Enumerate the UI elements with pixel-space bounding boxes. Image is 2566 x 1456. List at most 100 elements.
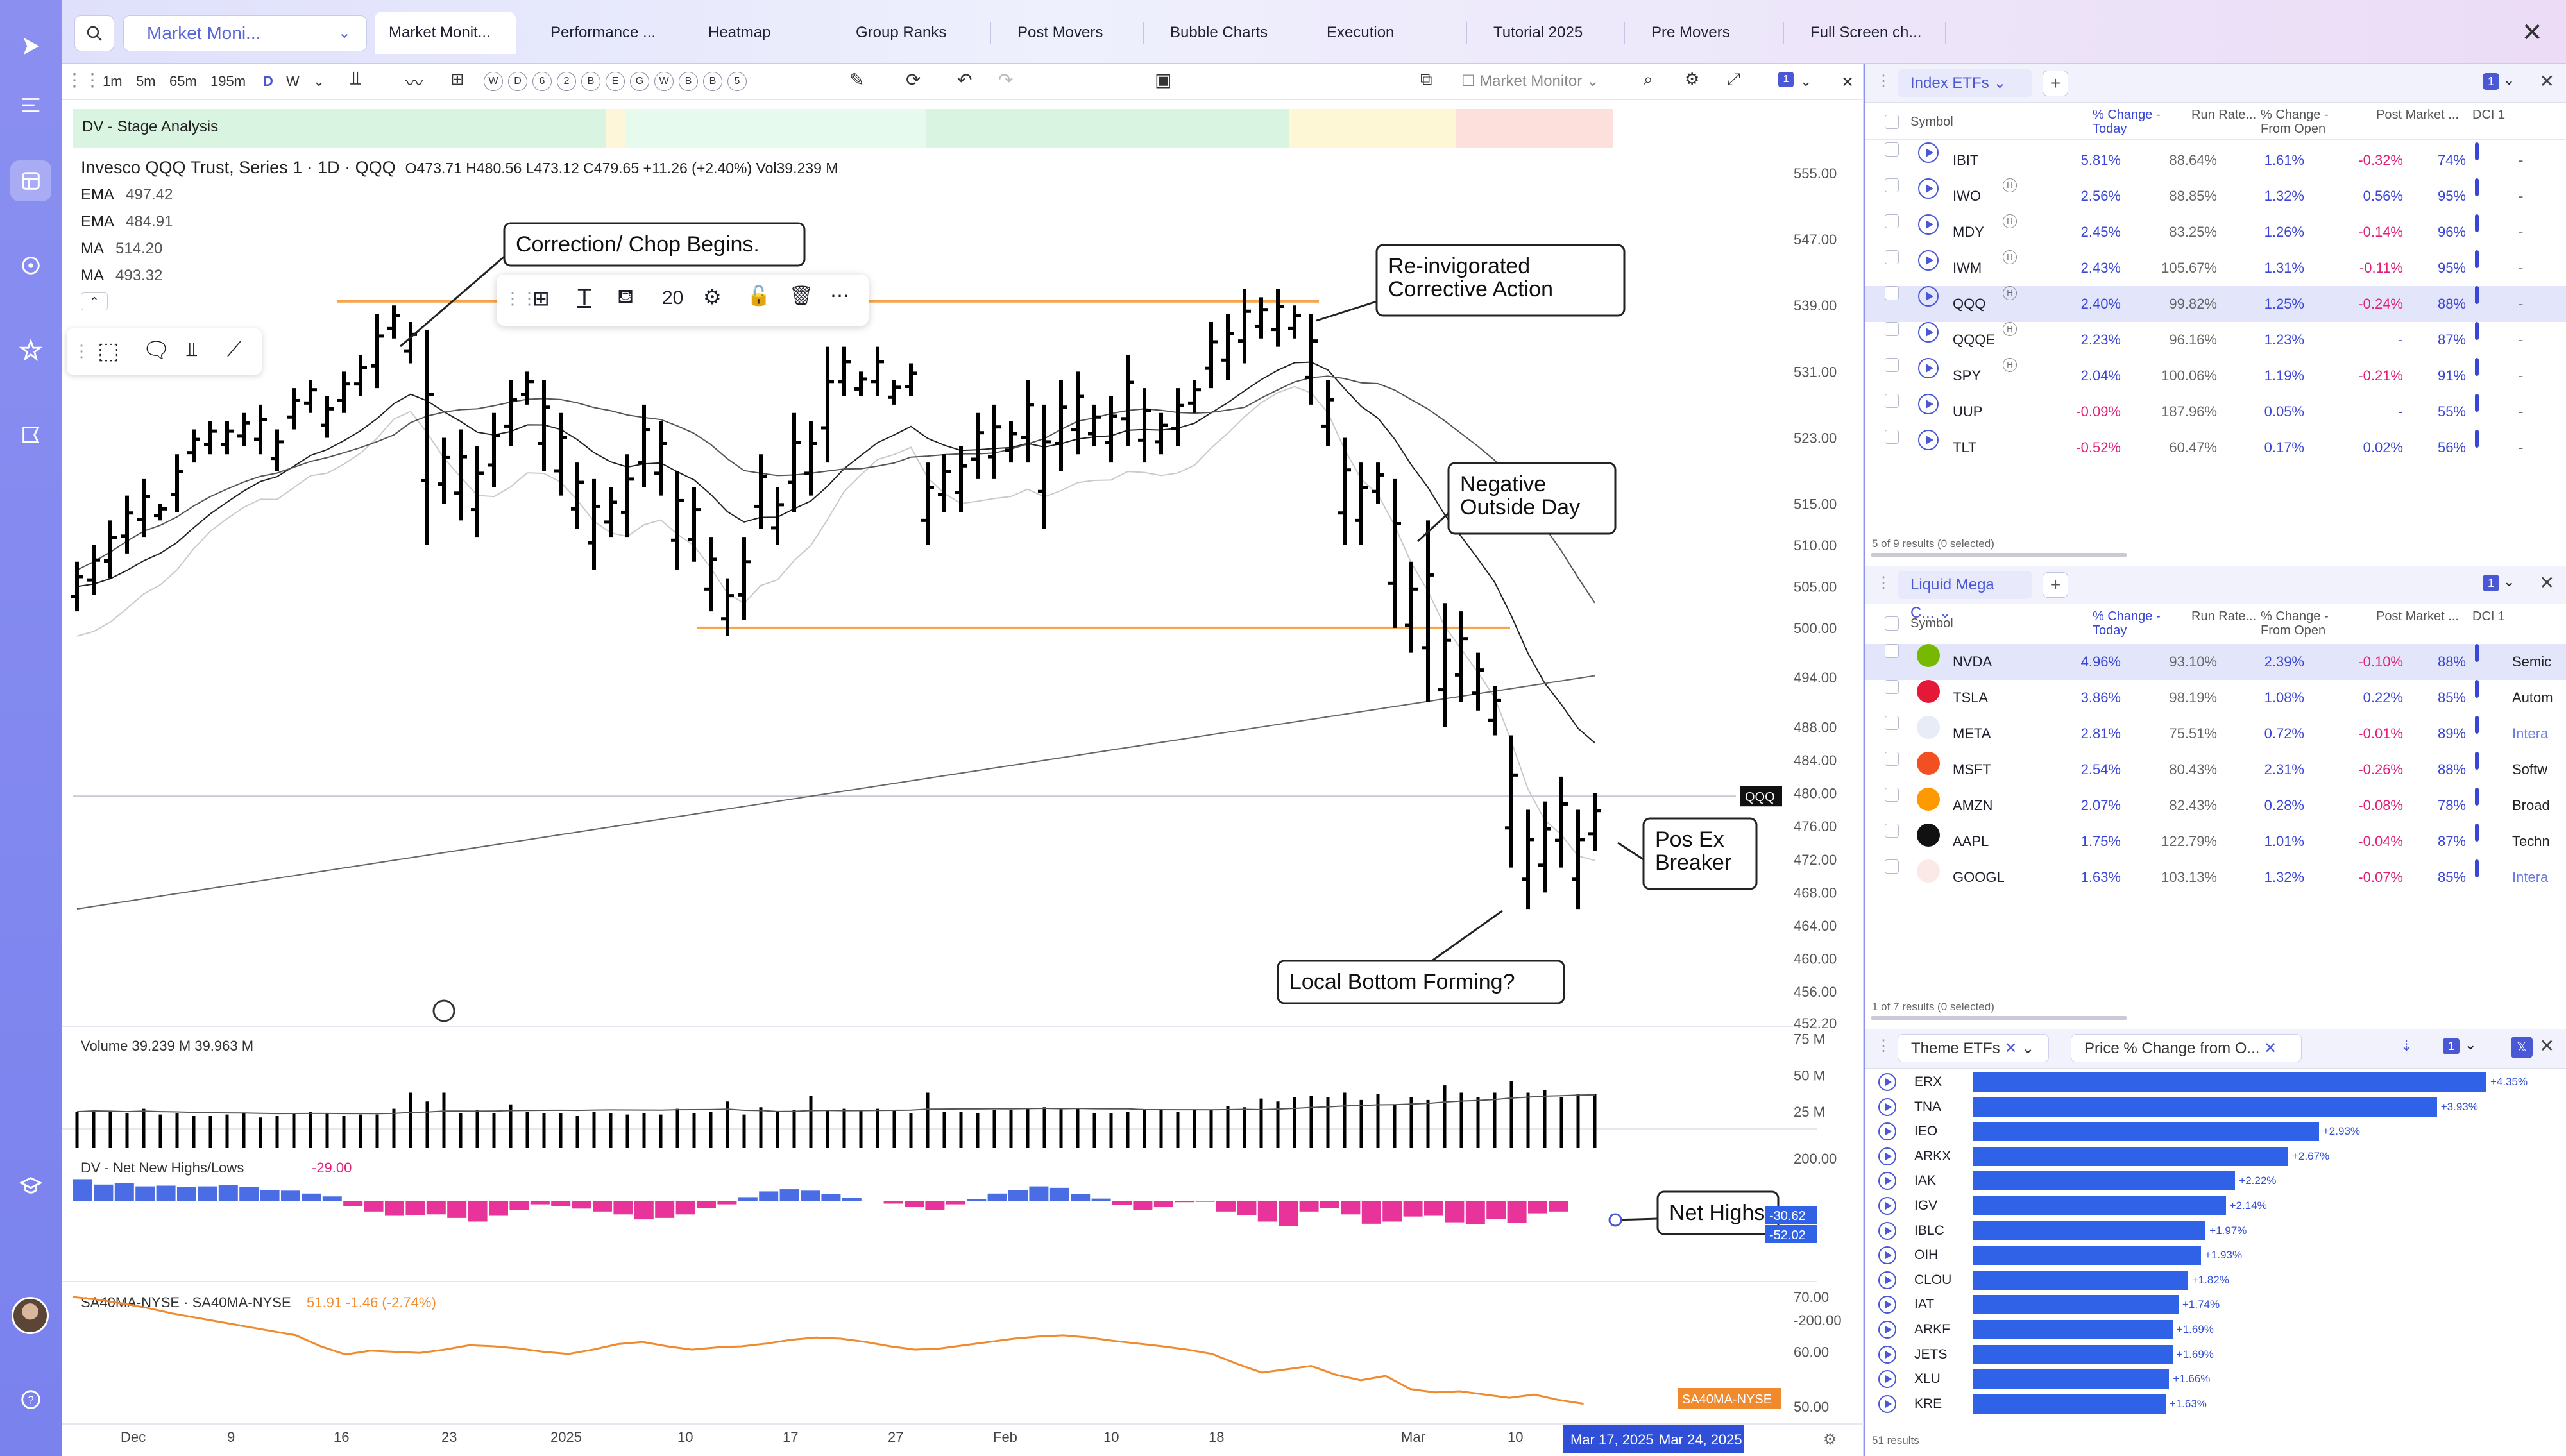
row-checkbox[interactable] (1885, 142, 1899, 157)
shortcut-g[interactable]: G (630, 72, 649, 91)
row-checkbox[interactable] (1885, 286, 1899, 300)
list-item[interactable]: IAK +2.22% (1865, 1169, 2566, 1193)
scrollbar[interactable] (1871, 553, 2127, 557)
symbol-cell[interactable]: IBIT (1953, 152, 1979, 168)
table-row[interactable]: NVDA 4.96% 93.10% 2.39% -0.10% 88% Semic (1865, 644, 2566, 680)
tab-pre-movers[interactable]: Pre Movers (1637, 12, 1778, 54)
table-row[interactable]: QQQ H 2.40% 99.82% 1.25% -0.24% 88% - (1865, 286, 2566, 322)
symbol-cell[interactable]: AMZN (1953, 797, 1993, 813)
shortcut-2[interactable]: 2 (557, 72, 576, 91)
rectangle-tool-icon[interactable]: ⬚ (98, 337, 120, 364)
column-header[interactable]: Post Market ... (2376, 108, 2459, 122)
theme-filter-select[interactable]: Theme ETFs ✕ ⌄ (1898, 1034, 2049, 1062)
play-icon[interactable] (1918, 250, 1939, 271)
play-icon[interactable] (1878, 1321, 1896, 1339)
shortcut-b[interactable]: B (581, 72, 600, 91)
close-icon[interactable]: ✕ (2539, 1036, 2554, 1056)
close-icon[interactable]: ✕ (2521, 19, 2543, 47)
row-checkbox[interactable] (1885, 250, 1899, 264)
play-icon[interactable] (1918, 214, 1939, 235)
undo-icon[interactable]: ↶ (957, 70, 973, 90)
tab-post-movers[interactable]: Post Movers (1003, 12, 1132, 54)
column-header[interactable]: % Change - From Open (2261, 609, 2329, 638)
symbol-cell[interactable]: NVDA (1953, 654, 1992, 670)
symbol-cell[interactable]: MSFT (1953, 761, 1991, 777)
symbol-cell[interactable]: SPY (1953, 368, 1982, 384)
price-chart[interactable]: 555.00 547.00 539.00 531.00 523.00 515.00 510.… (62, 64, 1864, 1456)
play-icon[interactable] (1918, 322, 1939, 343)
trash-icon[interactable]: 🗑 (789, 285, 814, 307)
drag-handle-icon[interactable]: ⋮⋮ (65, 70, 101, 90)
callout-tool-icon[interactable]: 🗨 (142, 338, 171, 362)
interval-weekly[interactable]: W (286, 73, 300, 89)
symbol-cell[interactable]: IWM (1953, 260, 1982, 276)
annotation-negative-outside-day-box[interactable] (1447, 462, 1617, 535)
symbol-cell[interactable]: UUP (1953, 403, 1983, 419)
play-icon[interactable] (1878, 1122, 1896, 1141)
list-item[interactable]: IBLC +1.97% (1865, 1219, 2566, 1243)
table-row[interactable]: IWM H 2.43% 105.67% 1.31% -0.11% 95% - (1865, 250, 2566, 286)
close-icon[interactable]: ✕ (2539, 573, 2554, 593)
shortcut-b2[interactable]: B (679, 72, 698, 91)
symbol-cell[interactable]: QQQ (1953, 296, 1986, 312)
list-item[interactable]: TNA +3.93% (1865, 1095, 2566, 1119)
chevron-down-icon[interactable]: ⌄ (2503, 573, 2515, 589)
select-all-checkbox[interactable] (1885, 616, 1899, 631)
pencil-icon[interactable]: ✎ (849, 70, 865, 90)
column-header[interactable]: Post Market ... (2376, 609, 2459, 623)
row-checkbox[interactable] (1885, 752, 1899, 766)
legend-row-ma2[interactable]: MA 493.32 (81, 262, 838, 289)
tab-market-monitor[interactable]: Market Monit... (375, 12, 516, 54)
row-checkbox[interactable] (1885, 824, 1899, 838)
play-icon[interactable] (1918, 430, 1939, 450)
x-logo-icon[interactable]: 𝕏 (2511, 1037, 2533, 1058)
table-row[interactable]: MDY H 2.45% 83.25% 1.26% -0.14% 96% - (1865, 214, 2566, 250)
column-header[interactable]: Run Rate... (2191, 609, 2257, 623)
layout-select[interactable]: ☐ Market Monitor ⌄ (1461, 72, 1600, 90)
template-icon[interactable]: ⊞ (532, 287, 550, 310)
row-checkbox[interactable] (1885, 788, 1899, 802)
row-checkbox[interactable] (1885, 214, 1899, 228)
row-checkbox[interactable] (1885, 358, 1899, 372)
sort-icon[interactable]: ⇣ (2400, 1038, 2413, 1054)
column-header[interactable]: % Change - From Open (2261, 108, 2329, 136)
shortcut-d[interactable]: D (508, 72, 527, 91)
column-header[interactable]: % Change - Today (2093, 609, 2161, 638)
layout-count-badge[interactable]: 1 (1778, 72, 1794, 87)
list-item[interactable]: JETS +1.69% (1865, 1342, 2566, 1367)
play-icon[interactable] (1878, 1345, 1896, 1364)
drag-handle-icon[interactable]: ⋮⋮ (504, 289, 538, 308)
gear-icon[interactable]: ⚙ (1685, 69, 1700, 89)
annotation-correction-box[interactable] (503, 222, 806, 267)
star-icon[interactable] (10, 330, 51, 371)
symbol-cell[interactable]: MDY (1953, 224, 1984, 240)
play-icon[interactable] (1918, 394, 1939, 414)
annotation-pos-ex-breaker-box[interactable] (1642, 817, 1758, 890)
play-icon[interactable] (1878, 1172, 1896, 1190)
list-item[interactable]: CLOU +1.82% (1865, 1268, 2566, 1292)
interval-195m[interactable]: 195m (210, 73, 246, 89)
table-row[interactable]: UUP -0.09% 187.96% 0.05% - 55% - (1865, 394, 2566, 430)
symbol-cell[interactable]: QQQE (1953, 332, 1996, 348)
shortcut-5[interactable]: 5 (727, 72, 747, 91)
table-row[interactable]: IBIT 5.81% 88.64% 1.61% -0.32% 74% - (1865, 142, 2566, 178)
bars-tool-icon[interactable]: ⫫ (186, 337, 198, 360)
holdings-icon[interactable]: H (2003, 214, 2017, 228)
column-header[interactable]: Run Rate... (2191, 108, 2257, 122)
radar-icon[interactable] (10, 245, 51, 286)
collapse-legend-button[interactable]: ⌃ (81, 292, 108, 310)
play-icon[interactable] (1878, 1296, 1896, 1314)
chart-layout-icon[interactable] (10, 160, 51, 201)
interval-daily[interactable]: D (263, 73, 273, 89)
play-icon[interactable] (1878, 1394, 1896, 1413)
list-item[interactable]: ARKF +1.69% (1865, 1317, 2566, 1342)
more-icon[interactable]: ⋯ (830, 285, 849, 307)
watchlist-select[interactable]: Index ETFs ⌄ (1898, 69, 2032, 97)
play-icon[interactable] (1878, 1097, 1896, 1116)
annotation-local-bottom-box[interactable] (1277, 960, 1565, 1004)
count-badge[interactable]: 1 (2483, 575, 2499, 591)
table-row[interactable]: AMZN 2.07% 82.43% 0.28% -0.08% 78% Broad (1865, 788, 2566, 824)
table-row[interactable]: IWO H 2.56% 88.85% 1.32% 0.56% 95% - (1865, 178, 2566, 214)
watchlist-select[interactable]: Liquid Mega C... ⌄ (1898, 571, 2032, 622)
holdings-icon[interactable]: H (2003, 322, 2017, 336)
